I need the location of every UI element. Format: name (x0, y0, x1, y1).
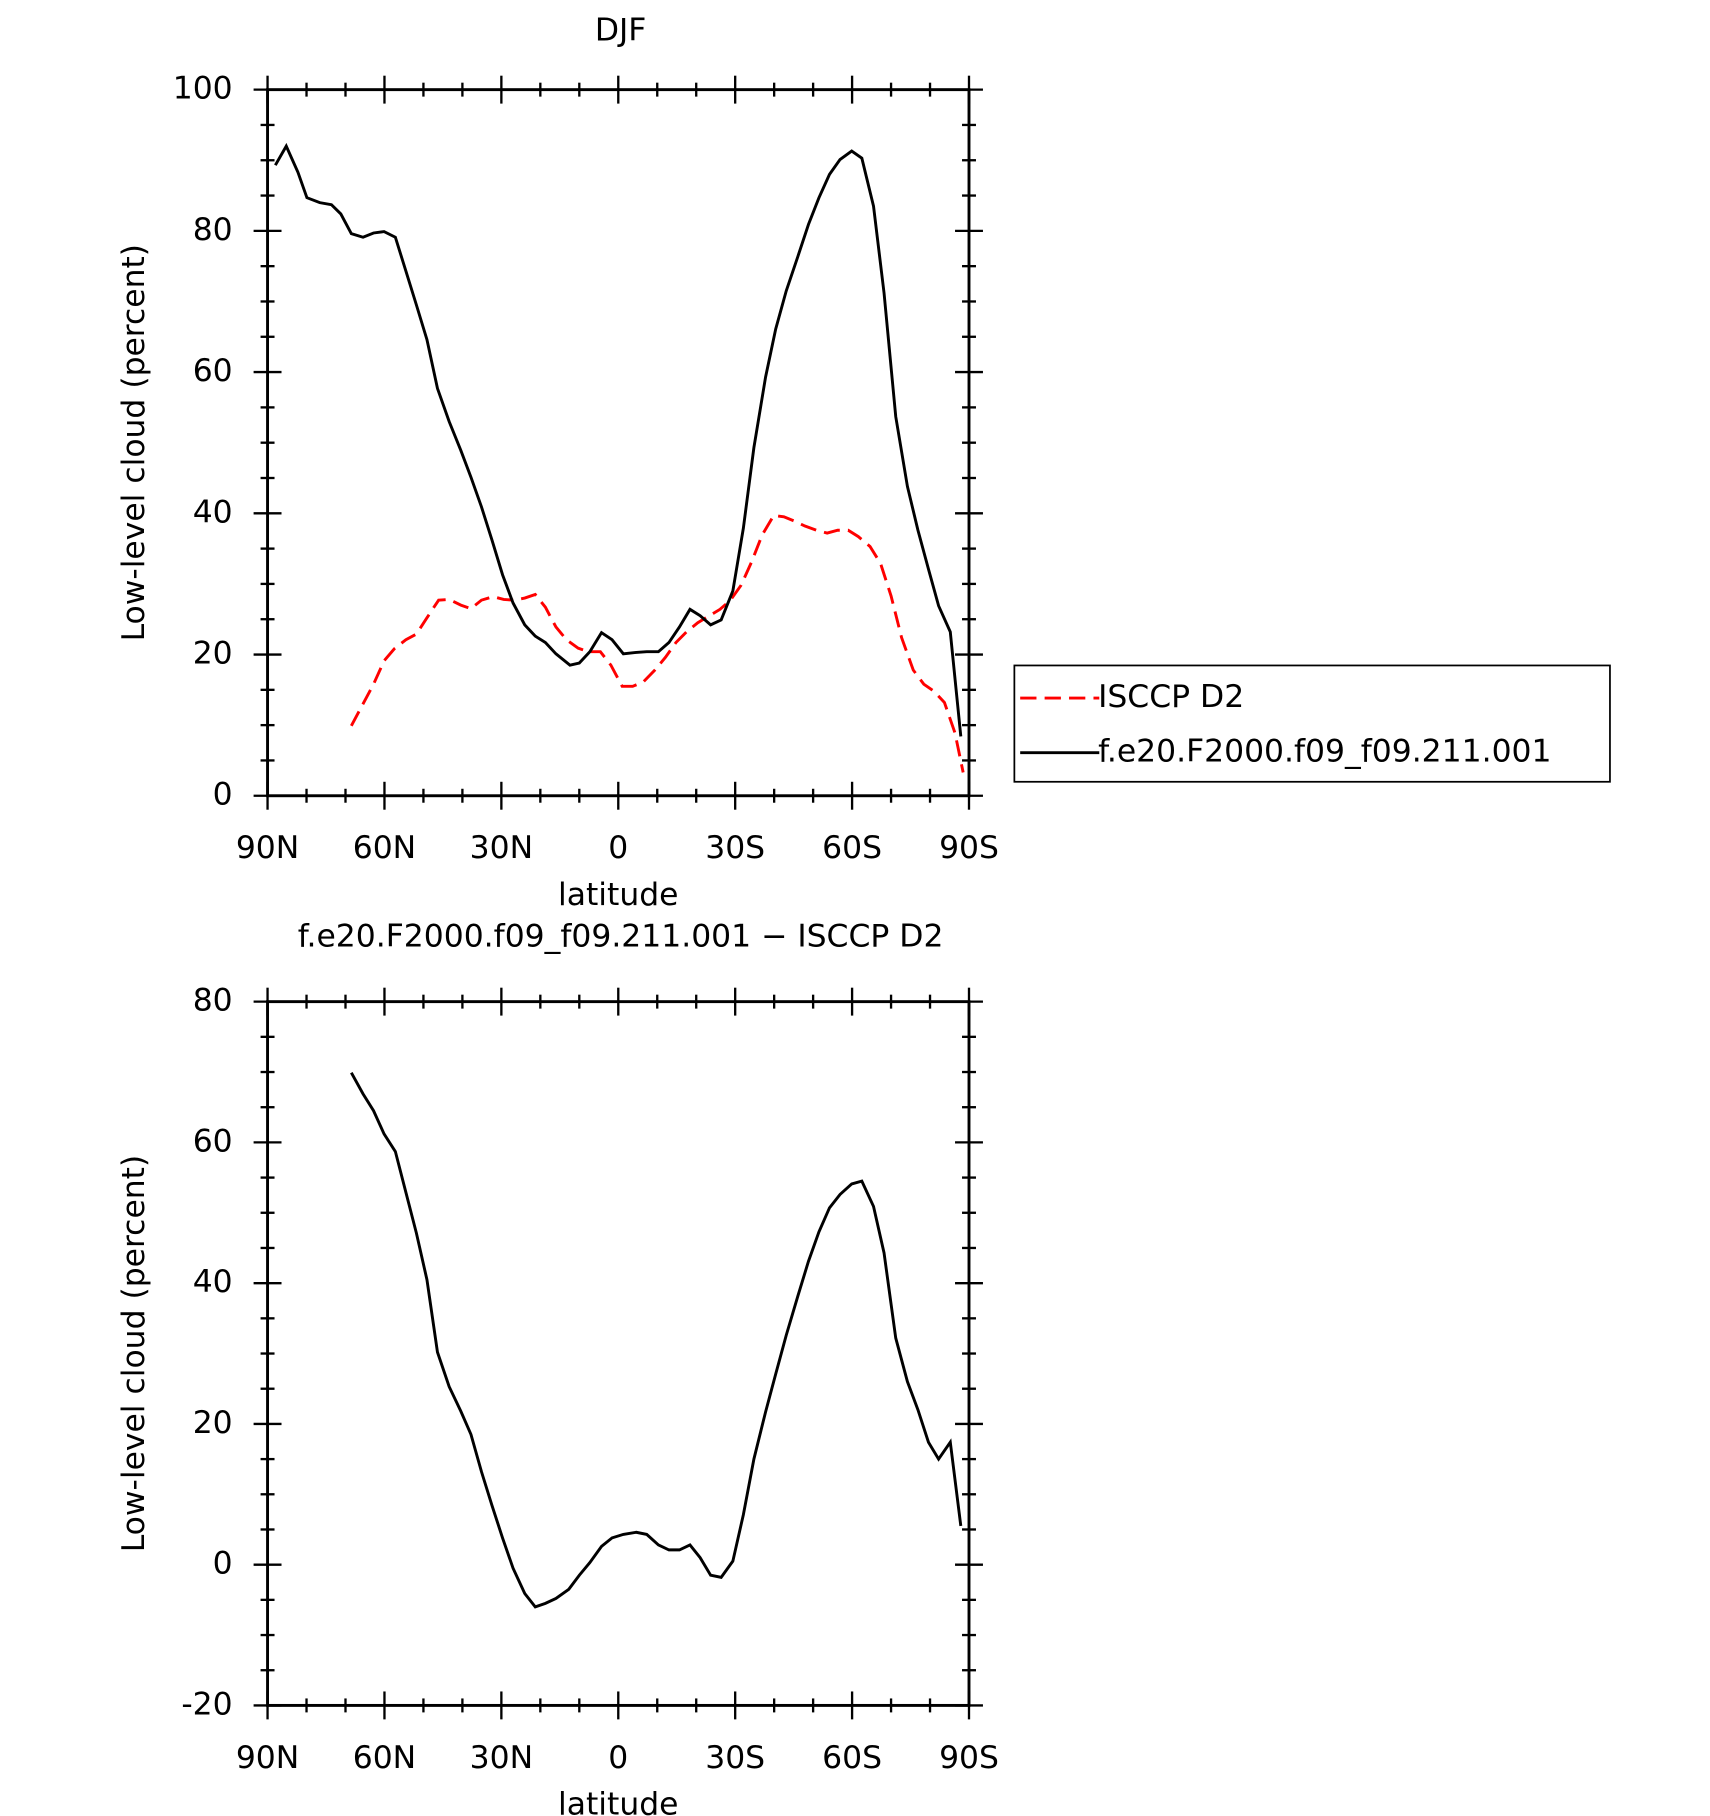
chart-title: DJF (595, 12, 647, 48)
plot-frame (266, 88, 971, 798)
plot: f.e20.F2000.f09_f09.211.001 − ISCCP D2 la… (116, 919, 999, 1816)
legend-label: ISCCP D2 (1098, 679, 1244, 715)
y-tick-label: 80 (193, 983, 233, 1019)
data-line (350, 513, 965, 773)
y-tick-label: 0 (213, 1546, 233, 1582)
x-tick-label: 0 (608, 1740, 628, 1776)
x-tick-label: 60N (353, 830, 416, 866)
x-tick-label: 90N (236, 1740, 299, 1776)
x-tick-label: 60S (822, 1740, 882, 1776)
y-tick-label: 20 (193, 1405, 233, 1441)
y-tick-label: 40 (193, 1264, 233, 1300)
x-tick-label: 60S (822, 830, 882, 866)
x-tick-label: 90N (236, 830, 299, 866)
x-tick-label: 30N (470, 1740, 533, 1776)
y-axis-label: Low-level cloud (percent) (116, 244, 152, 641)
x-tick-label: 30N (470, 830, 533, 866)
data-line (274, 142, 963, 737)
y-tick-label: -20 (181, 1686, 232, 1722)
x-axis-label: latitude (558, 1786, 678, 1816)
y-tick-label: 60 (193, 1123, 233, 1159)
plot: DJF latitude Low-level cloud (percent) 90N 6… (116, 12, 1611, 913)
x-tick-label: 90S (939, 830, 999, 866)
y-tick-label: 0 (213, 777, 233, 813)
y-tick-label: 60 (193, 353, 233, 389)
y-tick-label: 80 (193, 212, 233, 248)
x-tick-label: 0 (608, 830, 628, 866)
data-line (350, 1072, 963, 1609)
x-tick-label: 60N (353, 1740, 416, 1776)
x-tick-label: 30S (705, 1740, 765, 1776)
y-tick-label: 20 (193, 636, 233, 672)
x-tick-label: 90S (939, 1740, 999, 1776)
y-axis-label: Low-level cloud (percent) (116, 1155, 152, 1552)
y-tick-label: 100 (173, 71, 233, 107)
chart-title: f.e20.F2000.f09_f09.211.001 − ISCCP D2 (298, 919, 944, 955)
legend-box (1013, 664, 1611, 783)
x-tick-label: 30S (705, 830, 765, 866)
plot-frame (266, 1000, 971, 1707)
y-tick-label: 40 (193, 494, 233, 530)
x-axis-label: latitude (558, 877, 678, 913)
legend-label: f.e20.F2000.f09_f09.211.001 (1098, 734, 1551, 770)
